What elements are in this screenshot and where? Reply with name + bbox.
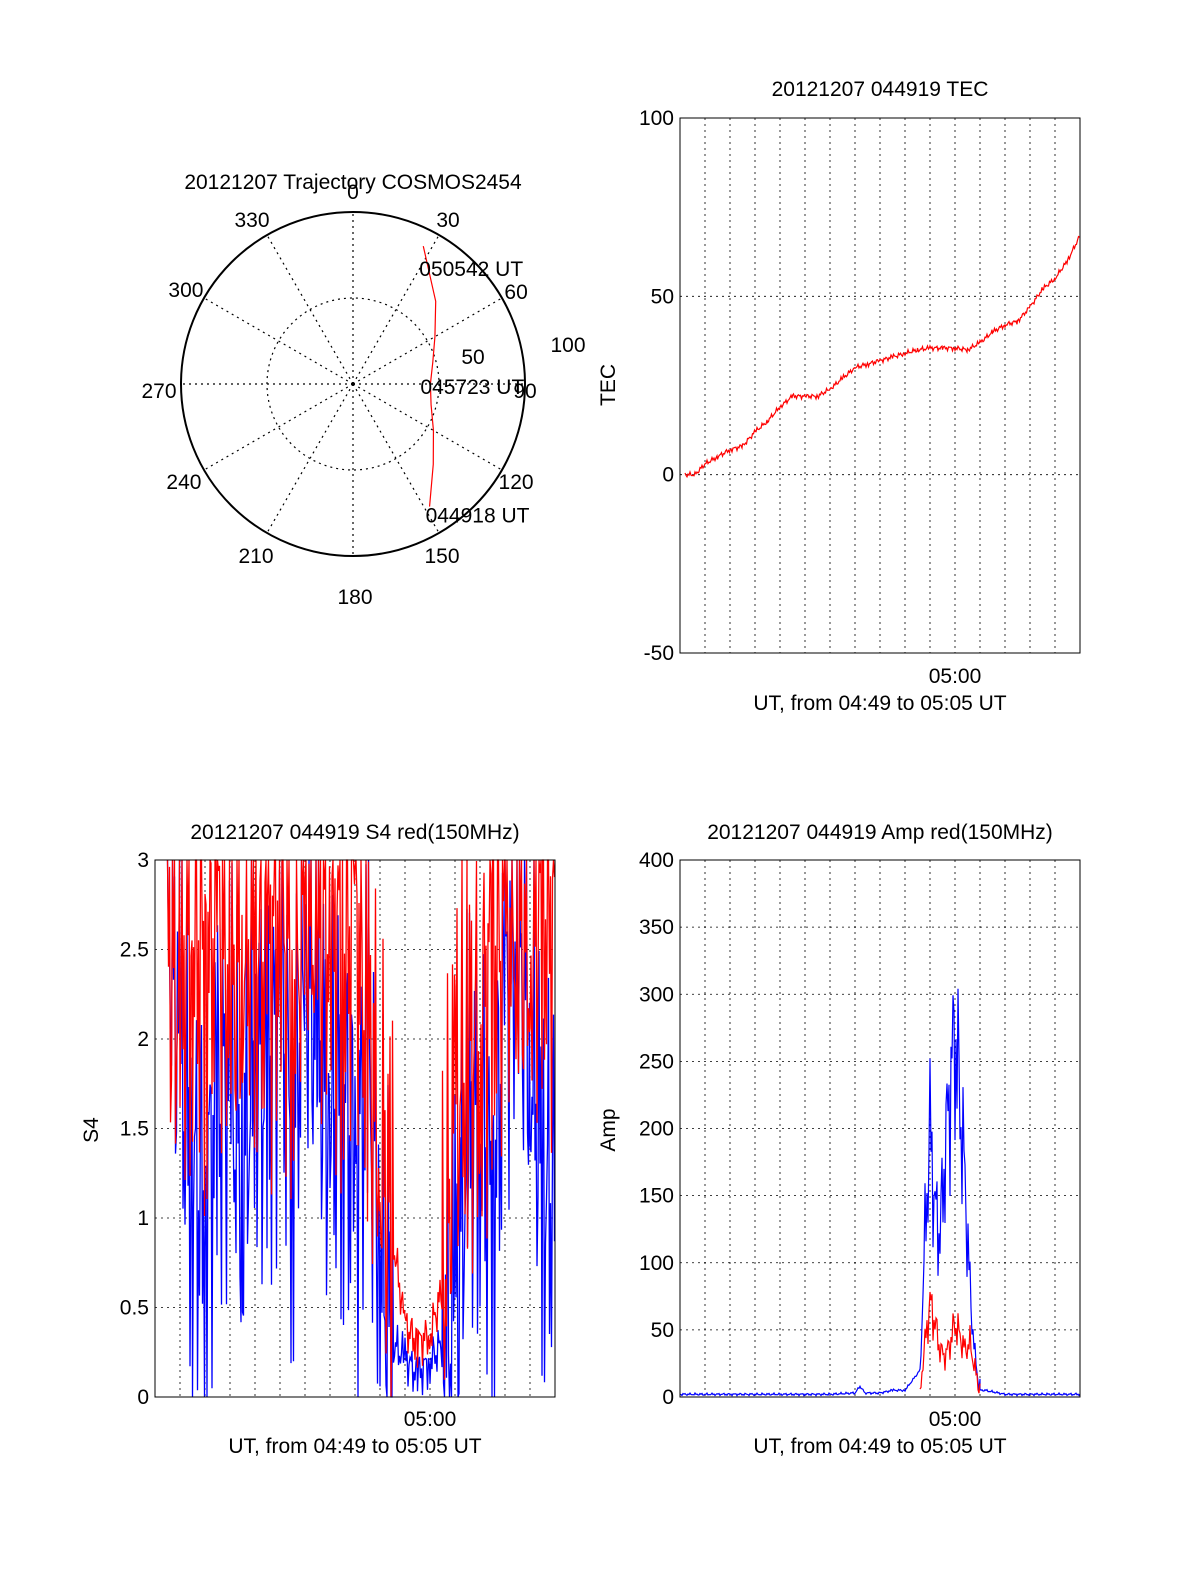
polar-angle-label: 300: [168, 279, 203, 302]
trajectory-annotation: 050542 UT: [419, 258, 523, 281]
amp-y-axis-label: Amp: [597, 1108, 620, 1151]
polar-angle-labels: 0 30 60 90 120 150 180 210 240 270 300 330: [141, 181, 536, 609]
polar-angle-label: 330: [234, 209, 269, 232]
polar-angle-label: 180: [337, 586, 372, 609]
s4-plot-frame: [154, 859, 556, 1398]
polar-angle-label: 240: [166, 471, 201, 494]
s4-x-tick-label: 05:00: [404, 1408, 457, 1431]
amp-x-tick-label: 05:00: [929, 1408, 982, 1431]
trajectory-annotation: 044918 UT: [426, 505, 530, 528]
polar-angle-label: 120: [499, 471, 534, 494]
amp-y-tick-label: 0: [662, 1386, 674, 1409]
polar-angle-label: 30: [436, 209, 459, 232]
tec-x-tick-label: 05:00: [929, 665, 982, 688]
polar-angle-label: 150: [424, 545, 459, 568]
amp-y-tick-label: 400: [639, 849, 674, 872]
trajectory-annotation: 045723 UT: [420, 376, 524, 399]
polar-spoke: [352, 297, 503, 385]
tec-chart-title: 20121207 044919 TEC: [772, 78, 989, 101]
polar-angle-label: 270: [141, 380, 176, 403]
s4-y-axis-label: S4: [80, 1117, 103, 1143]
tec-y-tick-label: 0: [662, 464, 674, 487]
amp-y-tick-label: 300: [639, 983, 674, 1006]
amp-x-axis-label: UT, from 04:49 to 05:05 UT: [753, 1435, 1006, 1458]
amp-chart-title: 20121207 044919 Amp red(150MHz): [707, 821, 1053, 844]
tec-grid: [680, 118, 1080, 653]
polar-annotations: 050542 UT 045723 UT 044918 UT: [419, 258, 529, 527]
trajectory-line: [422, 245, 437, 507]
polar-radial-label: 50: [461, 346, 484, 369]
polar-spoke: [352, 383, 440, 534]
tec-y-tick-labels: -50 0 50 100: [639, 107, 674, 665]
s4-y-tick-label: 1.5: [120, 1118, 149, 1141]
s4-y-tick-labels: 0 0.5 1 1.5 2 2.5 3: [120, 849, 149, 1409]
s4-chart: 20121207 044919 S4 red(150MHz) 0 0.5 1 1.5 2…: [80, 821, 556, 1458]
polar-angle-label: 0: [347, 181, 359, 204]
polar-radial-label: 100: [550, 334, 585, 357]
polar-spoke: [203, 297, 354, 385]
tec-y-tick-label: 100: [639, 107, 674, 130]
polar-spoke: [352, 234, 440, 385]
s4-chart-title: 20121207 044919 S4 red(150MHz): [190, 821, 519, 844]
amp-y-tick-label: 150: [639, 1185, 674, 1208]
amp-series: [679, 988, 1081, 1397]
s4-y-tick-label: 0.5: [120, 1297, 149, 1320]
polar-angle-label: 210: [238, 545, 273, 568]
polar-chart-title: 20121207 Trajectory COSMOS2454: [184, 171, 522, 194]
polar-radial-labels: 50 100: [461, 334, 585, 369]
s4-y-tick-label: 2.5: [120, 939, 149, 962]
tec-chart: 20121207 044919 TEC -50 0 50 100 05:00 UT, …: [597, 78, 1081, 715]
amp-series-line: [679, 988, 1081, 1397]
amp-y-tick-label: 200: [639, 1118, 674, 1141]
amp-y-tick-labels: 0 50 100 150 200 250 300 350 400: [639, 849, 674, 1409]
polar-trajectory: [422, 245, 437, 507]
amp-y-tick-label: 50: [651, 1319, 674, 1342]
polar-spoke: [203, 383, 354, 471]
s4-y-tick-label: 0: [137, 1386, 149, 1409]
s4-y-tick-label: 1: [137, 1207, 149, 1230]
polar-outer-circle: [180, 211, 526, 557]
amp-chart: 20121207 044919 Amp red(150MHz) 0 50 100 15…: [597, 821, 1081, 1458]
amp-y-tick-label: 100: [639, 1252, 674, 1275]
s4-y-tick-label: 3: [137, 849, 149, 872]
polar-angle-label: 90: [513, 380, 536, 403]
tec-plot-frame: [679, 117, 1081, 654]
tec-x-axis-label: UT, from 04:49 to 05:05 UT: [753, 692, 1006, 715]
amp-series-line: [919, 1291, 981, 1394]
polar-grid: [180, 211, 526, 557]
tec-y-tick-label: 50: [651, 285, 674, 308]
polar-trajectory-chart: 20121207 Trajectory COSMOS2454 0 30 60 90 12…: [141, 171, 585, 609]
amp-plot-frame: [679, 859, 1081, 1398]
s4-x-axis-label: UT, from 04:49 to 05:05 UT: [228, 1435, 481, 1458]
tec-y-axis-label: TEC: [597, 364, 620, 406]
polar-spoke: [266, 234, 354, 385]
polar-spoke: [266, 383, 354, 534]
tec-y-tick-label: -50: [644, 642, 674, 665]
polar-angle-label: 60: [504, 281, 527, 304]
tec-series-line: [684, 235, 1080, 479]
s4-y-tick-label: 2: [137, 1028, 149, 1051]
polar-spoke: [352, 383, 503, 471]
amp-y-tick-label: 250: [639, 1050, 674, 1073]
amp-grid: [680, 860, 1080, 1397]
amp-y-tick-label: 350: [639, 916, 674, 939]
tec-series: [684, 235, 1080, 479]
